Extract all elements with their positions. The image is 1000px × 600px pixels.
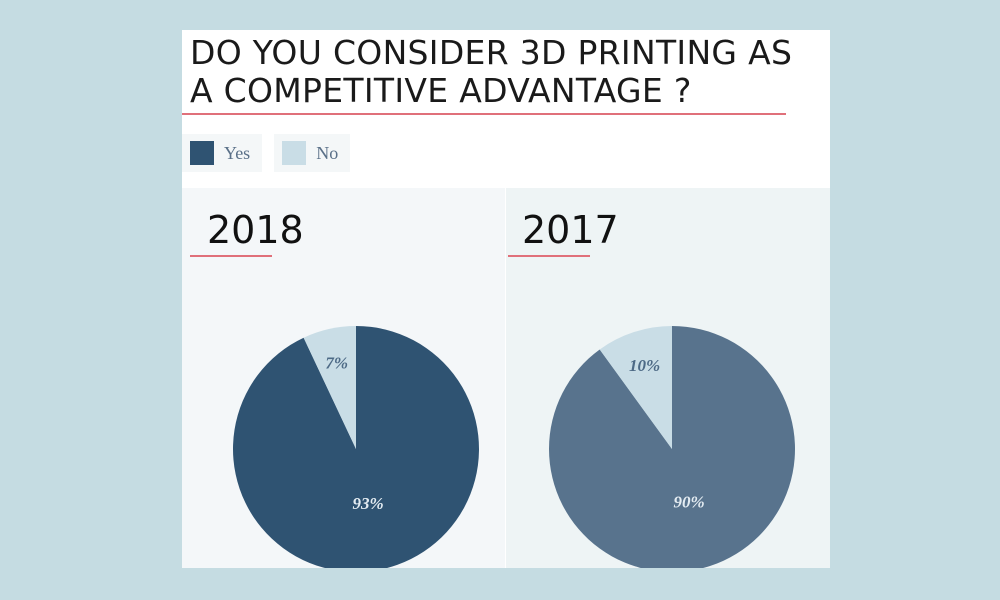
pie-panel-2018: 2018 93% 7% [182,188,505,568]
pie-panel-2017: 2017 90% 10% [506,188,830,568]
legend-item-yes: Yes [182,134,263,172]
pie-label-yes-2017: 90% [674,493,705,512]
legend-swatch-no [282,141,307,165]
pie-title-2018: 2018 [207,208,304,252]
pie-title-underline-2018 [190,255,272,257]
pie-label-no-2018: 7% [325,354,348,373]
legend-item-no: No [274,134,351,172]
pie-label-yes-2018: 93% [352,494,383,513]
pie-slice-no-2017 [599,326,672,449]
pie-slice-yes-2017 [549,326,795,568]
pie-chart-2018: 93% 7% [233,326,479,568]
legend: Yes No [182,134,351,172]
chart-card: DO YOU CONSIDER 3D PRINTING AS A COMPETI… [182,30,830,568]
legend-label-no: No [316,142,339,163]
legend-swatch-yes [190,141,214,165]
chart-title: DO YOU CONSIDER 3D PRINTING AS A COMPETI… [190,33,793,110]
pie-title-underline-2017 [508,255,590,257]
pie-chart-2017: 90% 10% [549,326,795,568]
pie-title-2017: 2017 [522,208,619,252]
title-underline [182,113,786,115]
pie-slice-no-2018 [303,326,356,449]
pie-slice-yes-2018 [233,326,479,568]
pie-label-no-2017: 10% [629,356,660,375]
legend-label-yes: Yes [224,142,251,163]
